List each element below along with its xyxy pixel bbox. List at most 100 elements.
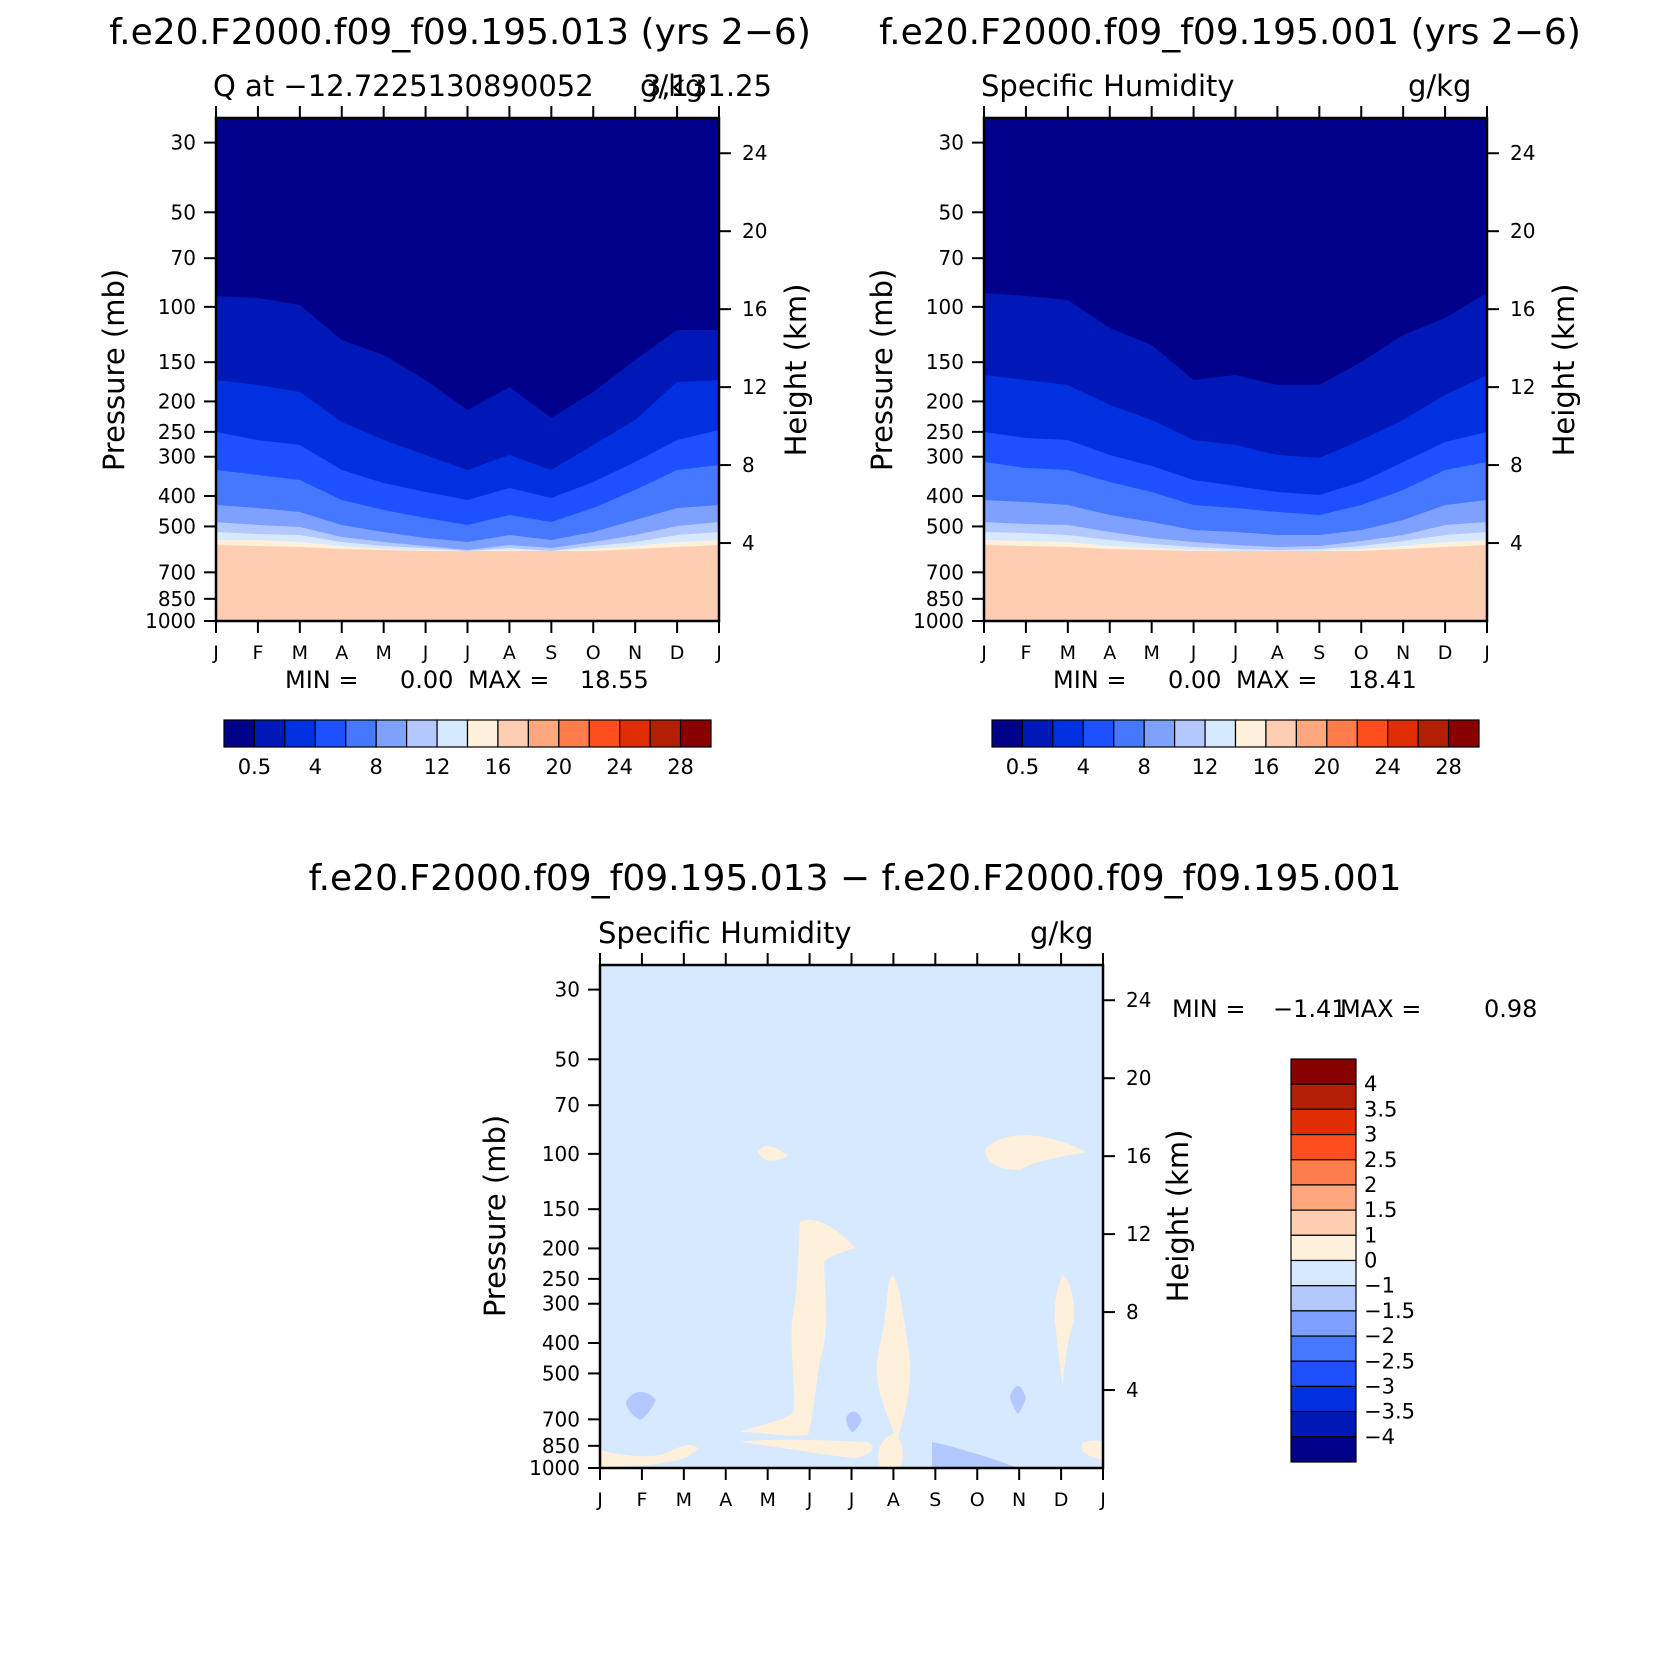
month-label: J bbox=[464, 642, 471, 664]
month-label: S bbox=[929, 1489, 941, 1511]
height-tick-label: 20 bbox=[1510, 219, 1535, 243]
positive-region-surface-dec bbox=[1082, 1440, 1103, 1460]
month-label: J bbox=[1232, 642, 1239, 664]
height-tick-label: 4 bbox=[742, 531, 755, 555]
pressure-tick-label: 70 bbox=[555, 1093, 580, 1117]
contour-field bbox=[216, 118, 719, 621]
colorbar-box bbox=[1290, 1133, 1357, 1161]
panel-extra-label: 3,131.25 bbox=[643, 69, 772, 103]
pressure-tick-label: 50 bbox=[555, 1047, 580, 1071]
month-label: J bbox=[1483, 642, 1490, 664]
negative-region-feb bbox=[626, 1391, 656, 1420]
month-label: D bbox=[670, 642, 685, 664]
colorbar-box bbox=[436, 719, 469, 748]
y-axis-label: Pressure (mb) bbox=[865, 269, 899, 471]
month-label: A bbox=[719, 1489, 732, 1511]
pressure-tick-label: 150 bbox=[158, 350, 196, 374]
colorbar-label: 12 bbox=[424, 755, 451, 779]
colorbar-box bbox=[1326, 719, 1358, 748]
colorbar-label: −1.5 bbox=[1364, 1299, 1415, 1323]
colorbar-label: −1 bbox=[1364, 1274, 1395, 1298]
min-label: MIN = bbox=[1053, 666, 1126, 694]
colorbar: 0.5 4 8 12 16 20 24 28 bbox=[991, 719, 1480, 779]
pressure-tick-label: 250 bbox=[542, 1267, 580, 1291]
pressure-tick-label: 850 bbox=[158, 587, 196, 611]
positive-region-surface-may bbox=[740, 1439, 873, 1458]
colorbar-label: −2 bbox=[1364, 1324, 1395, 1348]
pressure-tick-label: 30 bbox=[171, 131, 196, 155]
month-label: J bbox=[212, 642, 219, 664]
positive-region-column-aug bbox=[876, 1275, 911, 1468]
pressure-tick-label: 150 bbox=[926, 350, 964, 374]
colorbar-label: 0.5 bbox=[238, 755, 271, 779]
y-axis-right-label: Height (km) bbox=[1161, 1130, 1195, 1303]
colorbar: 43.532.521.510−1−1.5−2−2.5−3−3.5−4 bbox=[1290, 1058, 1415, 1463]
pressure-tick-label: 300 bbox=[926, 445, 964, 469]
colorbar-box bbox=[1265, 719, 1297, 748]
month-label: M bbox=[676, 1489, 692, 1511]
y-axis-right-label: Height (km) bbox=[1547, 284, 1581, 457]
max-value: 0.98 bbox=[1484, 995, 1537, 1023]
colorbar-box bbox=[588, 719, 621, 748]
colorbar-box bbox=[1290, 1159, 1357, 1186]
pressure-tick-label: 1000 bbox=[529, 1456, 580, 1480]
colorbar-box bbox=[375, 719, 408, 748]
panel-variable-label: Specific Humidity bbox=[981, 69, 1235, 103]
month-label: A bbox=[1103, 642, 1116, 664]
colorbar-box bbox=[1290, 1058, 1357, 1085]
pressure-tick-label: 700 bbox=[926, 560, 964, 584]
month-label: O bbox=[586, 642, 601, 664]
colorbar-box bbox=[558, 719, 590, 748]
colorbar-box bbox=[1234, 719, 1267, 748]
height-tick-label: 16 bbox=[742, 297, 767, 321]
contour-band-9 bbox=[984, 545, 1487, 621]
colorbar-label: 0 bbox=[1364, 1249, 1377, 1273]
panel-title: f.e20.F2000.f09_f09.195.001 (yrs 2−6) bbox=[879, 12, 1581, 53]
colorbar-box bbox=[1290, 1335, 1357, 1362]
height-tick-label: 16 bbox=[1510, 297, 1535, 321]
colorbar-label: 20 bbox=[545, 755, 572, 779]
month-label: D bbox=[1054, 1489, 1069, 1511]
height-tick-label: 20 bbox=[742, 219, 767, 243]
colorbar-box bbox=[991, 719, 1024, 748]
pressure-tick-label: 50 bbox=[171, 200, 196, 224]
colorbar-box bbox=[527, 719, 560, 748]
colorbar-box bbox=[284, 719, 316, 748]
pressure-tick-label: 30 bbox=[939, 131, 964, 155]
colorbar-label: 8 bbox=[1138, 755, 1151, 779]
month-label: S bbox=[1313, 642, 1325, 664]
month-label: J bbox=[596, 1489, 603, 1511]
pressure-tick-label: 100 bbox=[158, 295, 196, 319]
negative-region-sep-surface bbox=[932, 1442, 1018, 1468]
height-tick-label: 4 bbox=[1510, 531, 1523, 555]
y-axis-right-label: Height (km) bbox=[779, 284, 813, 457]
month-label: J bbox=[848, 1489, 855, 1511]
pressure-tick-label: 400 bbox=[926, 484, 964, 508]
pressure-tick-label: 1000 bbox=[145, 609, 196, 633]
month-label: F bbox=[252, 642, 263, 664]
pressure-tick-label: 200 bbox=[926, 389, 964, 413]
pressure-tick-label: 1000 bbox=[913, 609, 964, 633]
pressure-tick-label: 250 bbox=[158, 420, 196, 444]
height-tick-label: 12 bbox=[1126, 1222, 1151, 1246]
month-label: A bbox=[887, 1489, 900, 1511]
colorbar-label: 2 bbox=[1364, 1173, 1377, 1197]
pressure-tick-label: 250 bbox=[926, 420, 964, 444]
colorbar-box bbox=[1204, 719, 1237, 748]
colorbar-box bbox=[1387, 719, 1419, 748]
colorbar-box bbox=[1290, 1385, 1357, 1413]
month-label: M bbox=[292, 642, 308, 664]
colorbar-label: 16 bbox=[485, 755, 512, 779]
colorbar-label: −3.5 bbox=[1364, 1400, 1415, 1424]
panel-title: f.e20.F2000.f09_f09.195.013 (yrs 2−6) bbox=[109, 12, 811, 53]
month-label: J bbox=[1190, 642, 1197, 664]
month-label: N bbox=[1012, 1489, 1026, 1511]
pressure-tick-label: 50 bbox=[939, 200, 964, 224]
panel-difference: f.e20.F2000.f09_f09.195.013 − f.e20.F200… bbox=[309, 858, 1538, 1511]
colorbar-label: 1 bbox=[1364, 1223, 1377, 1247]
colorbar-label: 0.5 bbox=[1006, 755, 1039, 779]
colorbar-box bbox=[1052, 719, 1084, 748]
colorbar-box bbox=[1417, 719, 1450, 748]
positive-region-column-dec bbox=[1054, 1275, 1075, 1385]
